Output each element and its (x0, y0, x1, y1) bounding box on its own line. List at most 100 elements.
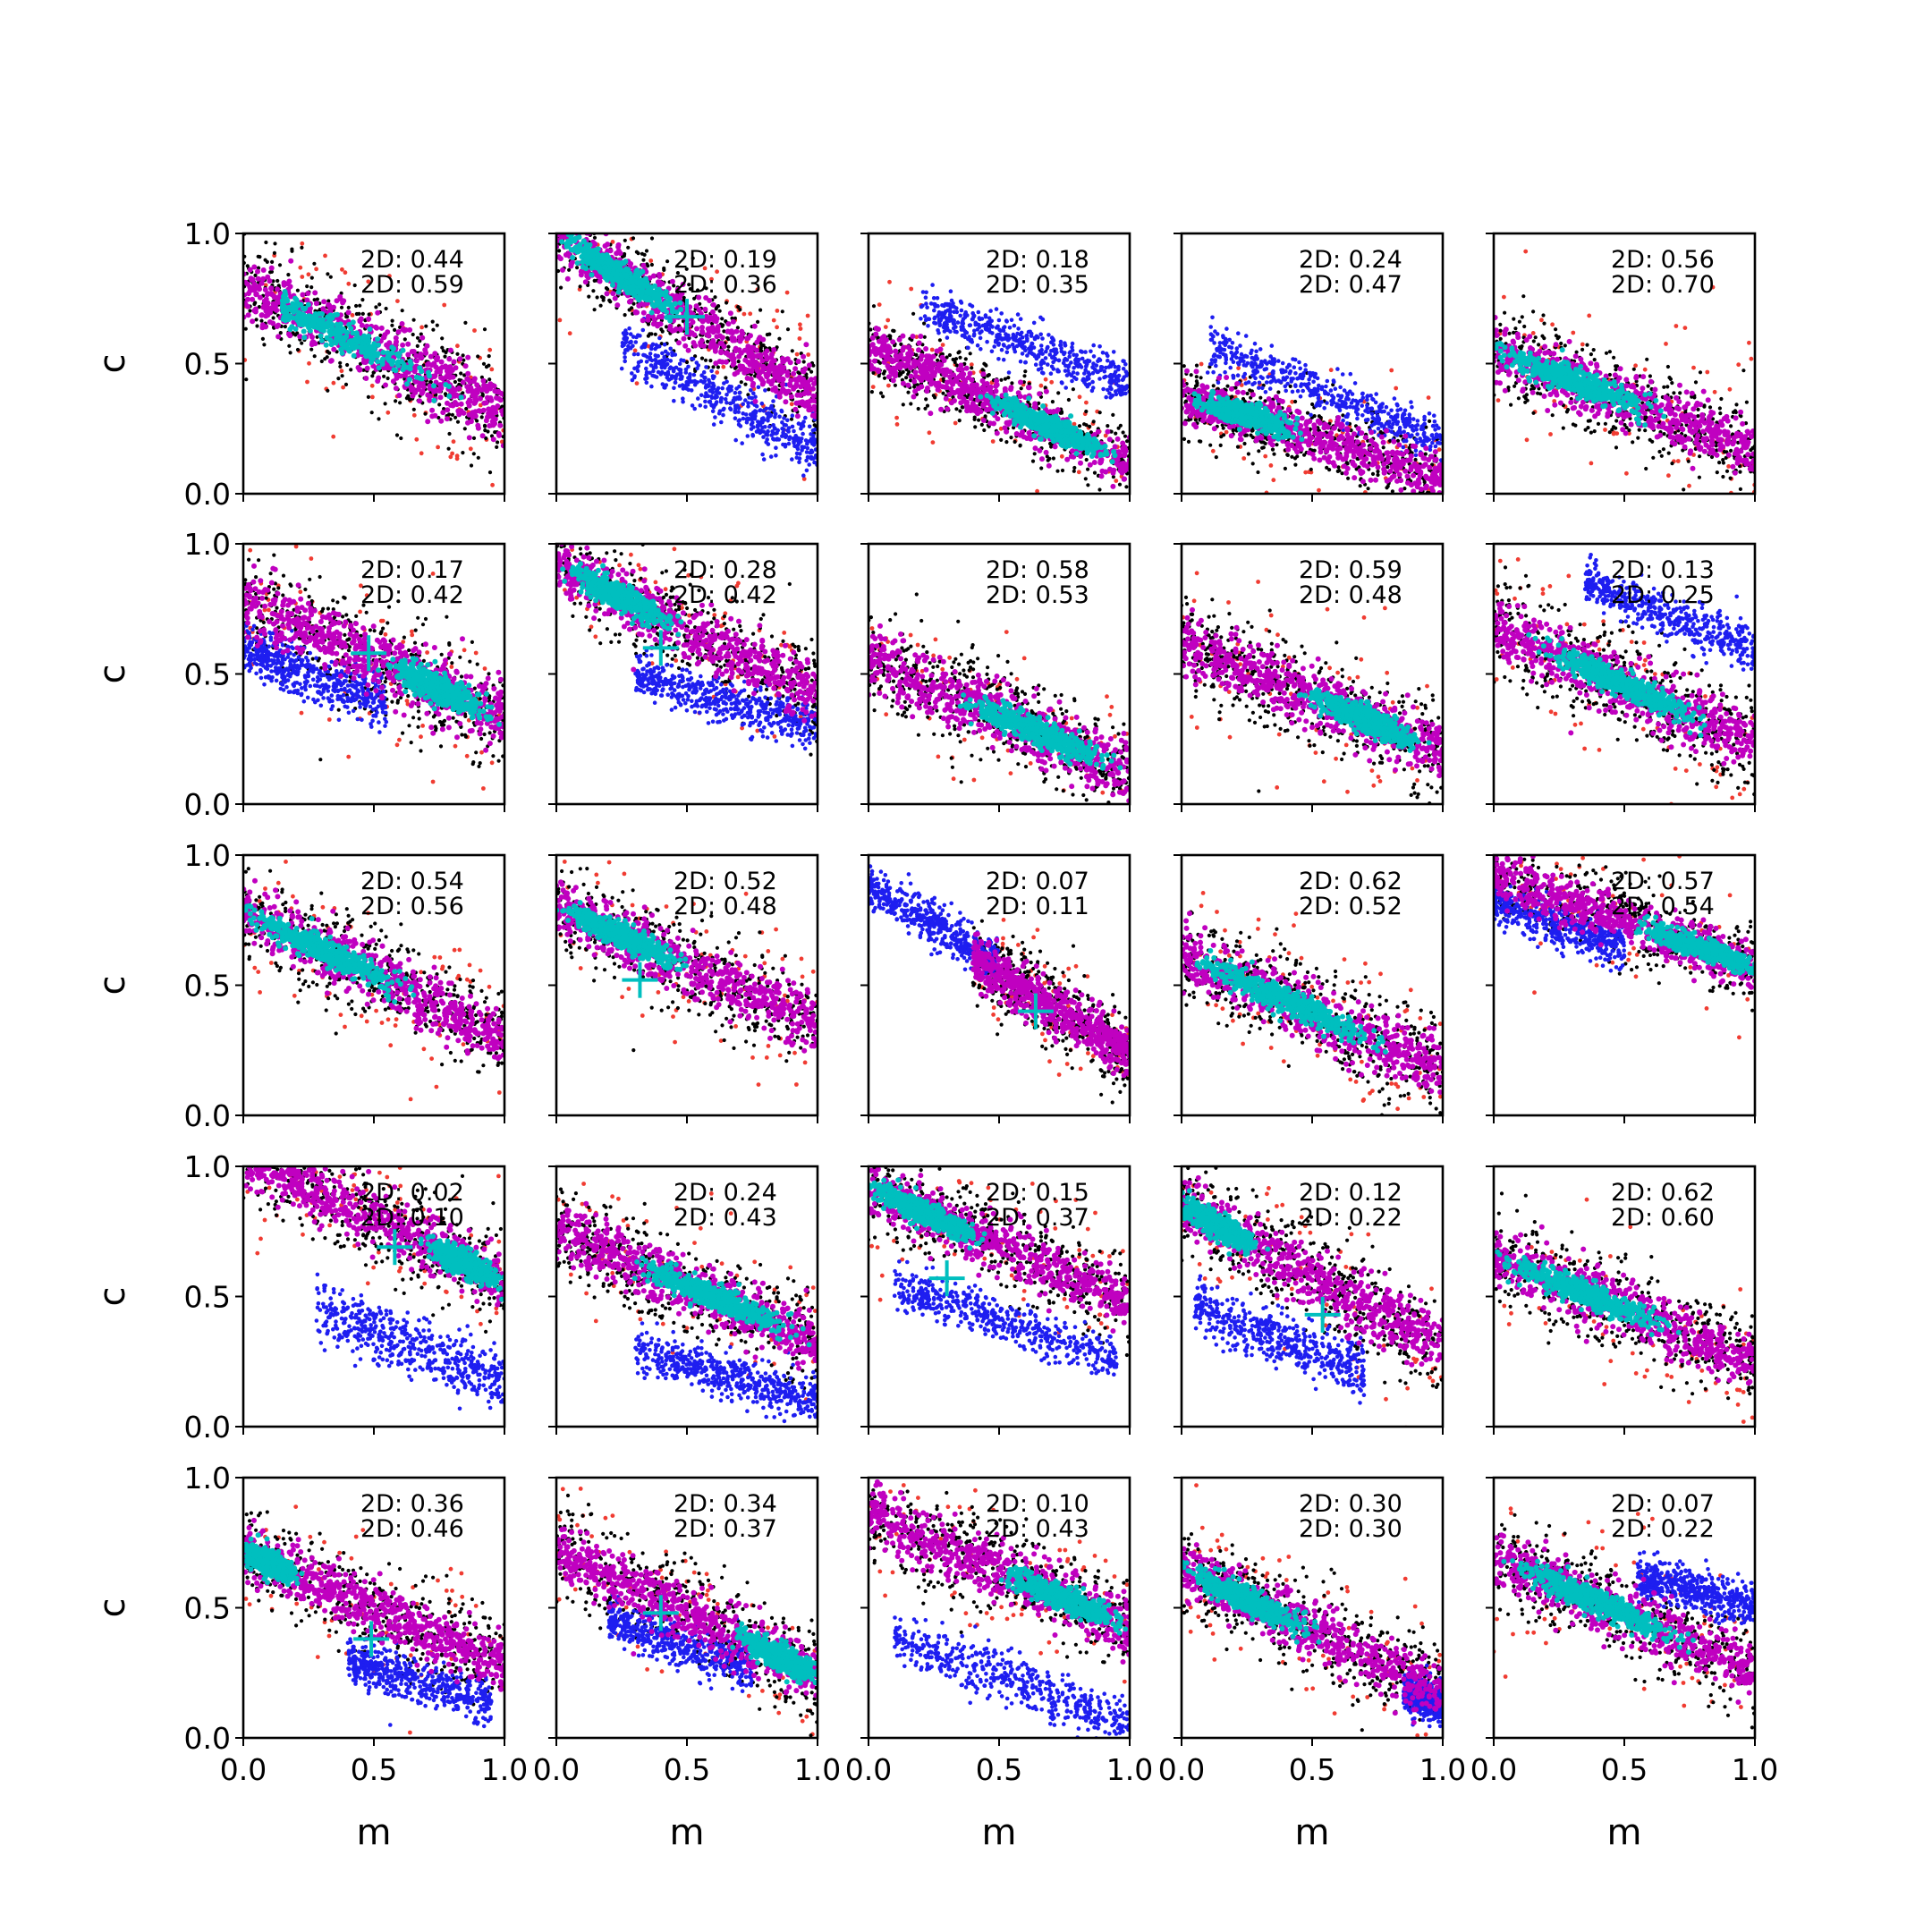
red-point (894, 422, 900, 427)
magenta-point (248, 275, 254, 282)
black-point (1004, 440, 1009, 445)
magenta-point (419, 390, 425, 396)
magenta-point (750, 383, 756, 389)
blue-point (657, 335, 662, 341)
blue-point (662, 354, 666, 360)
blue-point (746, 401, 750, 405)
black-point (338, 364, 343, 369)
blue-point (945, 326, 950, 330)
blue-point (768, 412, 774, 418)
blue-point (1123, 362, 1128, 367)
magenta-point (244, 281, 250, 287)
black-point (1006, 376, 1011, 380)
black-point (270, 259, 275, 264)
black-point (300, 245, 304, 250)
blue-point (632, 375, 637, 380)
magenta-point (304, 297, 310, 303)
blue-point (686, 376, 691, 380)
magenta-point (750, 357, 756, 362)
blue-point (962, 327, 967, 333)
blue-point (919, 317, 923, 321)
black-point (476, 354, 480, 359)
magenta-point (809, 412, 816, 419)
black-point (714, 307, 718, 311)
blue-point (992, 344, 996, 349)
magenta-point (467, 398, 473, 404)
magenta-point (614, 250, 620, 257)
cyan-point (305, 317, 311, 323)
cyan-point (306, 325, 312, 331)
magenta-point (265, 300, 271, 306)
blue-point (790, 457, 794, 462)
blue-point (708, 399, 713, 404)
black-point (345, 362, 350, 368)
blue-point (1060, 381, 1064, 386)
blue-point (721, 412, 725, 418)
magenta-point (257, 294, 263, 301)
blue-point (1106, 387, 1110, 393)
blue-point (771, 423, 775, 428)
black-point (1072, 465, 1077, 470)
magenta-point (806, 390, 812, 396)
magenta-point (281, 282, 287, 288)
magenta-point (438, 418, 445, 424)
black-point (258, 255, 262, 259)
blue-point (1012, 323, 1017, 328)
blue-point (1046, 362, 1050, 367)
black-point (688, 287, 693, 292)
blue-point (699, 393, 704, 398)
magenta-point (375, 309, 381, 316)
blue-point (677, 367, 682, 372)
blue-point (1036, 335, 1040, 340)
black-point (1055, 469, 1060, 473)
magenta-point (717, 333, 723, 339)
blue-point (800, 448, 804, 453)
blue-point (1058, 343, 1063, 348)
cyan-point (581, 251, 588, 258)
magenta-point (485, 414, 490, 420)
black-point (999, 377, 1004, 382)
magenta-point (405, 341, 411, 347)
y-tick-label: 0.5 (184, 347, 231, 382)
blue-point (949, 298, 954, 303)
cyan-point (298, 301, 304, 308)
cyan-point (618, 267, 624, 273)
blue-point (1102, 369, 1107, 374)
red-point (331, 434, 336, 439)
red-point (801, 477, 807, 481)
black-point (696, 288, 700, 292)
magenta-point (313, 301, 319, 307)
magenta-point (286, 278, 292, 284)
cyan-point (646, 295, 652, 301)
blue-point (1069, 360, 1073, 365)
black-point (1111, 412, 1115, 417)
blue-point (809, 432, 813, 436)
magenta-point (699, 325, 705, 330)
magenta-point (739, 335, 744, 342)
magenta-point (456, 411, 462, 418)
red-point (387, 274, 392, 278)
black-point (1091, 419, 1096, 424)
blue-point (987, 316, 992, 321)
blue-point (1040, 336, 1045, 341)
magenta-point (326, 302, 332, 309)
cyan-point (678, 307, 684, 312)
blue-point (786, 441, 792, 446)
black-point (469, 463, 474, 468)
blue-point (1067, 354, 1072, 360)
cyan-point (631, 274, 638, 280)
black-point (756, 319, 760, 324)
magenta-point (385, 329, 391, 335)
black-point (418, 339, 422, 343)
black-point (899, 342, 903, 346)
black-point (882, 376, 887, 380)
magenta-point (709, 316, 716, 322)
magenta-point (788, 377, 794, 384)
magenta-point (286, 331, 292, 337)
black-point (428, 380, 433, 385)
y-tick-label: 1.0 (184, 216, 231, 251)
magenta-point (792, 366, 799, 372)
black-point (283, 325, 287, 329)
blue-point (653, 346, 657, 352)
magenta-point (1069, 448, 1075, 454)
